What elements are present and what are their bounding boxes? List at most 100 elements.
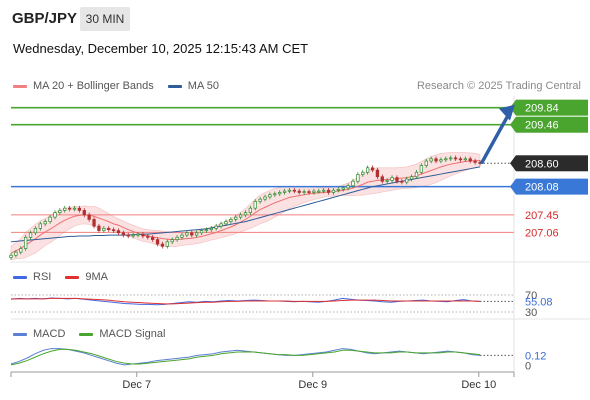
candle-body: [97, 225, 101, 231]
legend-label-rsi: RSI: [33, 271, 52, 283]
candle-body: [405, 178, 409, 183]
timeframe-button[interactable]: 30 MIN: [80, 7, 130, 31]
rsi-last-value: 55.08: [525, 296, 553, 308]
candle-body: [141, 233, 145, 237]
candle-body: [341, 187, 345, 190]
level-box-tip-209-46: [510, 116, 516, 133]
bollinger-band: [10, 152, 481, 261]
macd-signal-swatch: [79, 332, 94, 336]
candle-body: [194, 232, 199, 236]
candle-body: [219, 223, 223, 227]
rsi-tick-30: 30: [525, 307, 537, 319]
candle-body: [19, 248, 23, 253]
macd-legend: MACD MACD Signal: [13, 328, 179, 340]
legend-label-9ma: 9MA: [85, 271, 108, 283]
legend-label-macd-signal: MACD Signal: [99, 328, 166, 340]
last-price-label: 208.60: [525, 158, 559, 170]
rsi-tick-70: 70: [525, 290, 537, 302]
macd-series-0: [10, 348, 481, 366]
candle-body: [409, 176, 414, 180]
level-box-209-46: [516, 116, 588, 133]
candle-body: [33, 228, 38, 234]
candle-body: [209, 228, 213, 231]
candle-body: [92, 219, 96, 227]
candle-body: [190, 232, 194, 236]
candle-body: [287, 189, 292, 192]
candle-body: [151, 236, 155, 240]
candle-body: [336, 188, 340, 191]
candle-body: [400, 180, 404, 183]
candle-body: [204, 229, 209, 232]
level-box-209-84: [516, 99, 588, 116]
candle-body: [28, 232, 33, 238]
candle-body: [131, 234, 135, 237]
candle-body: [199, 230, 204, 234]
candle-body: [253, 201, 257, 209]
candle-body: [463, 158, 467, 161]
datetime-label: Wednesday, December 10, 2025 12:15:43 AM…: [13, 41, 309, 56]
candle-body: [63, 207, 67, 211]
candle-body: [121, 232, 126, 236]
candle-body: [38, 223, 42, 229]
candle-body: [458, 158, 463, 161]
candle-body: [361, 171, 365, 175]
candle-body: [439, 159, 443, 162]
candle-body: [82, 210, 86, 216]
candle-body: [424, 160, 428, 166]
candle-body: [116, 230, 121, 234]
candle-body: [53, 212, 57, 218]
ma20-swatch: [13, 84, 27, 88]
candle-body: [326, 189, 331, 193]
candle-body: [453, 157, 458, 160]
credit-text: Research © 2025 Trading Central: [416, 80, 581, 92]
candle-body: [87, 214, 91, 220]
candle-body: [107, 228, 111, 231]
candle-body: [380, 176, 384, 182]
candle-body: [24, 236, 28, 249]
candle-body: [317, 190, 321, 193]
candle-body: [263, 196, 267, 200]
candle-body: [434, 158, 438, 162]
candle-body: [307, 191, 311, 193]
legend-item-macd-signal: MACD Signal: [79, 328, 165, 340]
candle-body: [302, 191, 306, 193]
candle-body: [468, 158, 472, 162]
legend-item-rsi: RSI: [13, 271, 51, 283]
last-price-box-tip: [510, 155, 516, 172]
pair-title: GBP/JPY: [12, 10, 78, 27]
level-box-208-08: [516, 178, 588, 195]
legend-label-macd: MACD: [33, 328, 66, 340]
level-box-tip-208-08: [510, 178, 516, 195]
candle-body: [214, 225, 218, 229]
candle-body: [273, 193, 277, 196]
projection-arrow-head-icon: [499, 104, 515, 121]
candle-body: [282, 190, 287, 193]
candle-body: [268, 194, 272, 198]
x-tick-label-1: Dec 9: [298, 379, 327, 391]
candle-body: [414, 171, 419, 178]
candle-body: [126, 234, 130, 237]
candle-body: [385, 179, 389, 182]
rsi-series-1: [11, 297, 481, 305]
ma50-swatch: [167, 84, 182, 88]
candle-body: [48, 216, 52, 222]
rsi-legend: RSI 9MA: [13, 271, 122, 283]
candle-body: [346, 185, 350, 189]
candle-body: [370, 167, 375, 171]
candle-body: [312, 190, 316, 193]
candle-body: [67, 207, 72, 210]
candle-body: [170, 239, 174, 243]
macd-series-1: [10, 348, 481, 366]
legend-label-ma20: MA 20 + Bollinger Bands: [33, 80, 154, 92]
macd-last-value: 0.12: [525, 350, 546, 362]
candle-body: [278, 192, 282, 195]
candle-body: [224, 221, 228, 225]
candle-body: [444, 158, 448, 161]
candle-body: [234, 216, 238, 220]
candle-body: [229, 219, 233, 222]
candle-body: [185, 232, 189, 236]
macd-tick-0: 0: [525, 361, 531, 373]
level-label-209-84: 209.84: [525, 103, 559, 115]
candle-body: [180, 234, 184, 238]
